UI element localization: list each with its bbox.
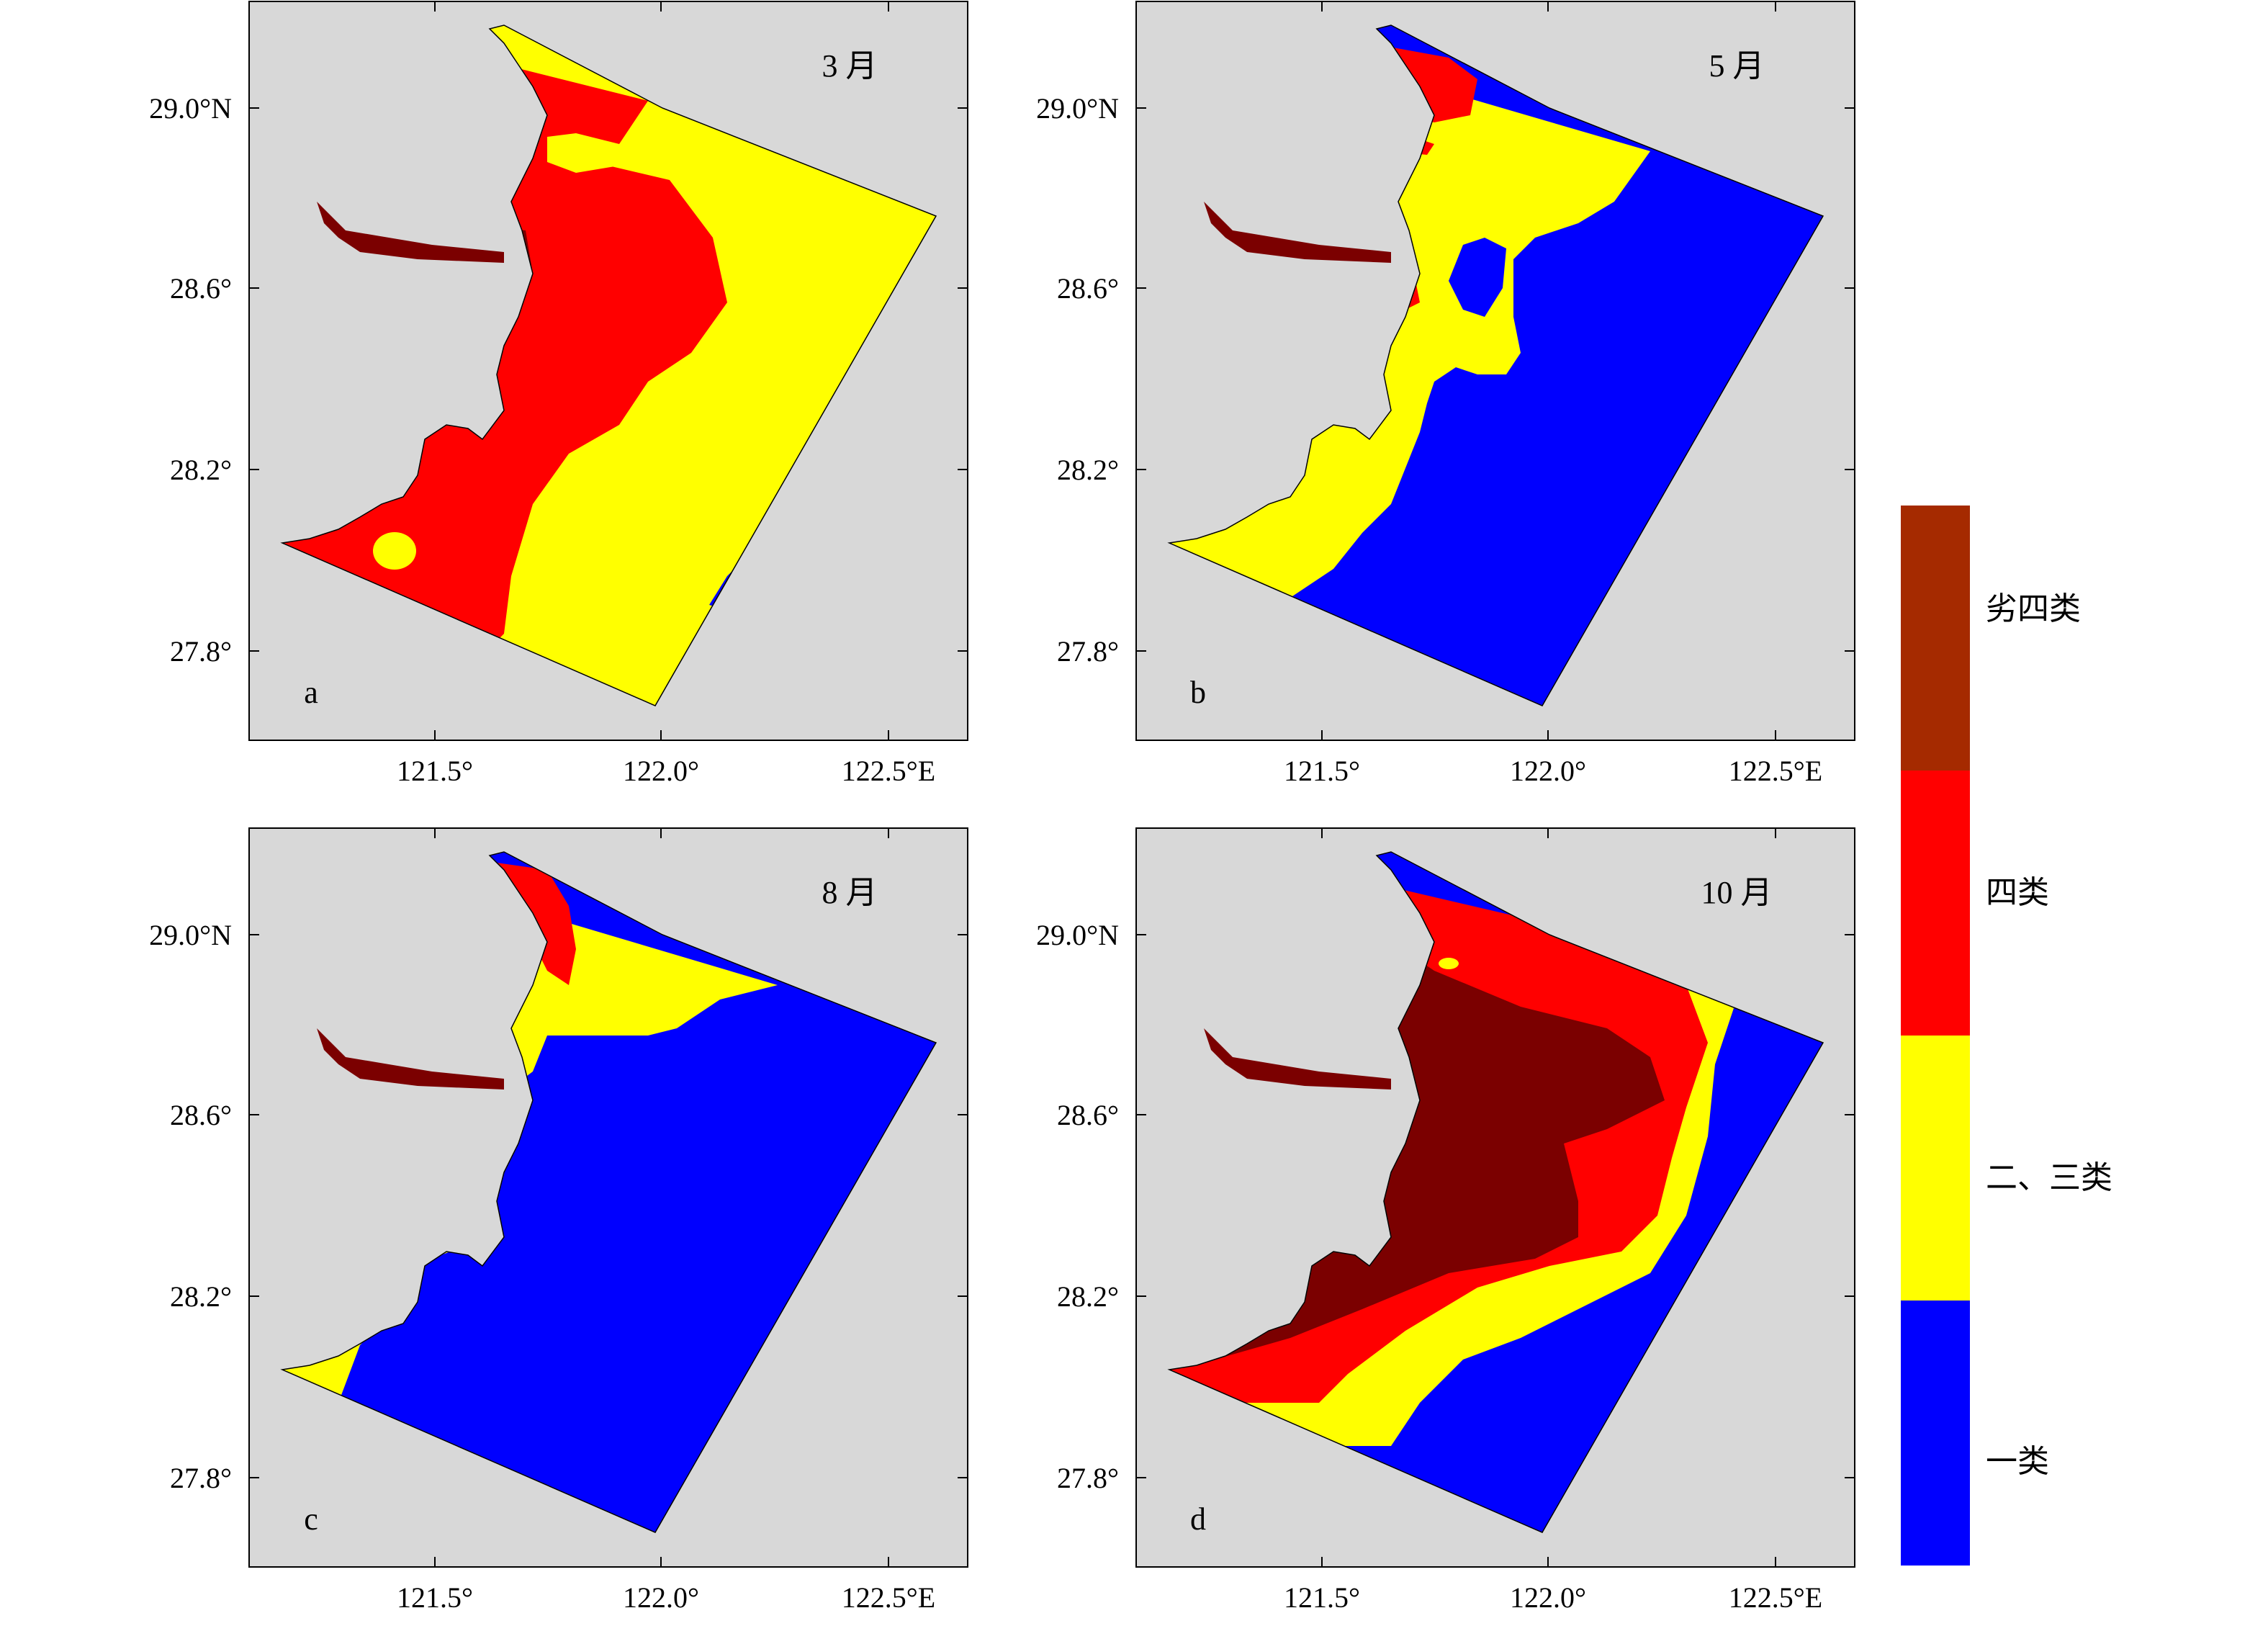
river-estuary xyxy=(317,1028,504,1090)
coastline xyxy=(280,851,937,1533)
x-tick-label: 122.5°E xyxy=(1729,1581,1822,1614)
x-tick-label: 121.5° xyxy=(1284,1581,1360,1614)
map-panel-a xyxy=(248,1,968,741)
x-tick-label: 122.0° xyxy=(1510,755,1586,787)
panel-letter: c xyxy=(304,1501,318,1537)
zone-class-ii-iii xyxy=(547,133,619,173)
zone-class-i xyxy=(1449,238,1506,317)
x-tick-label: 122.5°E xyxy=(1729,755,1822,787)
y-tick-label: 29.0°N xyxy=(149,919,232,951)
y-tick-label: 28.6° xyxy=(170,1099,232,1131)
labels-layer: 3 月 a 5 月 b 8 月 c 10 月 d xyxy=(304,48,1772,1537)
legend-label-worse-than-iv: 劣四类 xyxy=(1986,590,2081,627)
legend-swatch-worse-than-iv xyxy=(1901,506,1970,771)
legend-swatch-class-ii-iii xyxy=(1901,1036,1970,1301)
month-label: 8 月 xyxy=(822,875,878,910)
legend-swatch-class-iv xyxy=(1901,771,1970,1036)
y-tick-label: 27.8° xyxy=(170,635,232,668)
y-tick-label: 28.2° xyxy=(170,1280,232,1313)
y-tick-label: 28.2° xyxy=(1057,454,1119,486)
month-label: 3 月 xyxy=(822,48,878,84)
axes-layer: 121.5° 122.0° 122.5°E 29.0°N 28.6° 28.2° 27.8°… xyxy=(149,1,1855,1614)
y-tick-label: 28.2° xyxy=(170,454,232,486)
y-tick-label: 27.8° xyxy=(170,1462,232,1494)
y-tick-label: 28.6° xyxy=(1057,272,1119,305)
river-estuary xyxy=(1204,1028,1391,1090)
y-tick-label: 28.6° xyxy=(170,272,232,305)
y-tick-label: 29.0°N xyxy=(1036,92,1119,125)
legend-label-class-i: 一类 xyxy=(1986,1443,2049,1480)
x-tick-label: 121.5° xyxy=(397,755,473,787)
panel-letter: a xyxy=(304,675,318,710)
y-tick-label: 28.6° xyxy=(1057,1099,1119,1131)
coastline xyxy=(1167,24,1824,706)
map-panel-b xyxy=(1135,1,1855,741)
y-tick-label: 29.0°N xyxy=(1036,919,1119,951)
x-tick-label: 122.0° xyxy=(1510,1581,1586,1614)
month-label: 10 月 xyxy=(1701,875,1773,910)
map-panel-c xyxy=(248,827,968,1568)
month-label: 5 月 xyxy=(1709,48,1765,84)
panel-letter: d xyxy=(1190,1501,1206,1537)
river-estuary xyxy=(1204,202,1391,263)
x-tick-label: 122.5°E xyxy=(842,1581,935,1614)
y-tick-label: 28.2° xyxy=(1057,1280,1119,1313)
river-estuary xyxy=(317,202,504,263)
x-tick-label: 121.5° xyxy=(1284,755,1360,787)
legend: 劣四类 四类 二、三类 一类 xyxy=(1901,506,2112,1566)
x-tick-label: 121.5° xyxy=(397,1581,473,1614)
zone-class-iv xyxy=(1169,25,1477,122)
zone-class-ii-iii xyxy=(373,532,416,570)
legend-swatch-class-i xyxy=(1901,1301,1970,1566)
x-tick-label: 122.0° xyxy=(623,755,699,787)
x-tick-label: 122.5°E xyxy=(842,755,935,787)
x-tick-label: 122.0° xyxy=(623,1581,699,1614)
panel-letter: b xyxy=(1190,675,1206,710)
coastline xyxy=(1167,851,1824,1533)
map-panel-d xyxy=(1135,827,1855,1568)
y-tick-label: 29.0°N xyxy=(149,92,232,125)
y-tick-label: 27.8° xyxy=(1057,1462,1119,1494)
legend-label-class-iv: 四类 xyxy=(1986,874,2049,911)
y-tick-label: 27.8° xyxy=(1057,635,1119,668)
zone-class-ii-iii xyxy=(1439,958,1459,969)
coastline xyxy=(280,24,937,706)
legend-label-class-ii-iii: 二、三类 xyxy=(1986,1159,2112,1196)
